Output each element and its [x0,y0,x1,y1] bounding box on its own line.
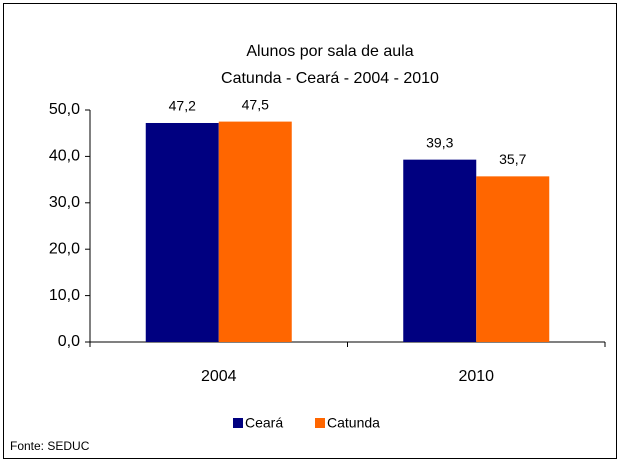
data-label: 39,3 [426,134,453,150]
y-tick-label: 20,0 [49,240,80,257]
legend-label: Catunda [327,415,380,431]
y-tick-label: 10,0 [49,287,80,304]
data-label: 47,2 [169,98,196,114]
data-label: 47,5 [242,96,269,112]
legend-label: Ceará [245,415,283,431]
legend-swatch [315,418,325,428]
data-label: 35,7 [499,151,526,167]
bar [476,176,550,342]
legend-swatch [233,418,243,428]
chart-subtitle: Catunda - Ceará - 2004 - 2010 [221,70,439,87]
x-tick-label: 2010 [458,368,494,385]
bar [403,159,477,342]
x-tick-label: 2004 [201,368,237,385]
bar [145,122,219,342]
chart-title: Alunos por sala de aula [246,43,413,60]
y-tick-label: 40,0 [49,148,80,165]
source-note: Fonte: SEDUC [10,439,90,453]
bar [218,121,292,342]
y-tick-label: 50,0 [49,101,80,118]
y-tick-label: 30,0 [49,194,80,211]
y-tick-label: 0,0 [58,333,80,350]
